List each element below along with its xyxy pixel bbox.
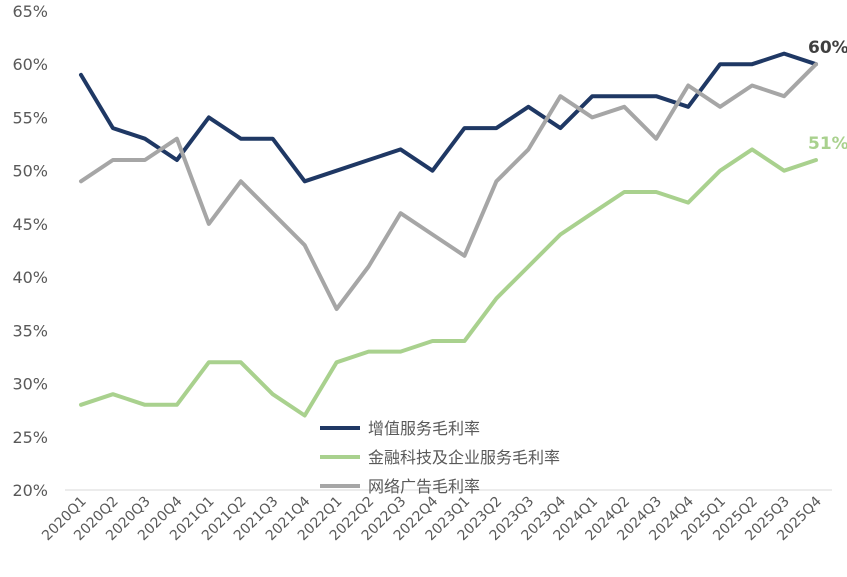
legend-label-2: 金融科技及企业服务毛利率 (368, 448, 560, 467)
y-tick-label: 45% (12, 215, 48, 234)
x-axis: 2020Q12020Q22020Q32020Q42021Q12021Q22021… (39, 489, 832, 544)
legend-label-1: 增值服务毛利率 (368, 419, 480, 438)
y-tick-label: 25% (12, 428, 48, 447)
y-tick-label: 20% (12, 481, 48, 500)
y-tick-label: 40% (12, 268, 48, 287)
y-tick-label: 35% (12, 321, 48, 340)
y-axis: 20% 25% 30% 35% 40% 45% 50% 55% 60% 65% (12, 2, 48, 500)
y-tick-label: 60% (12, 55, 48, 74)
series-line-1 (79, 51, 818, 184)
series-line-3 (79, 62, 818, 311)
legend-label-3: 网络广告毛利率 (368, 477, 480, 496)
y-tick-label: 55% (12, 108, 48, 127)
series-layer (79, 51, 818, 418)
end-labels: 60% 51% (808, 38, 847, 154)
series-line-2 (79, 147, 818, 418)
y-tick-label: 50% (12, 162, 48, 181)
y-tick-label: 65% (12, 2, 48, 21)
end-value-label-1: 60% (808, 38, 847, 58)
y-tick-label: 30% (12, 375, 48, 394)
end-value-label-2: 51% (808, 134, 847, 154)
